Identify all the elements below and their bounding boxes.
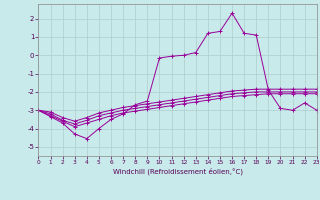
X-axis label: Windchill (Refroidissement éolien,°C): Windchill (Refroidissement éolien,°C): [113, 168, 243, 175]
